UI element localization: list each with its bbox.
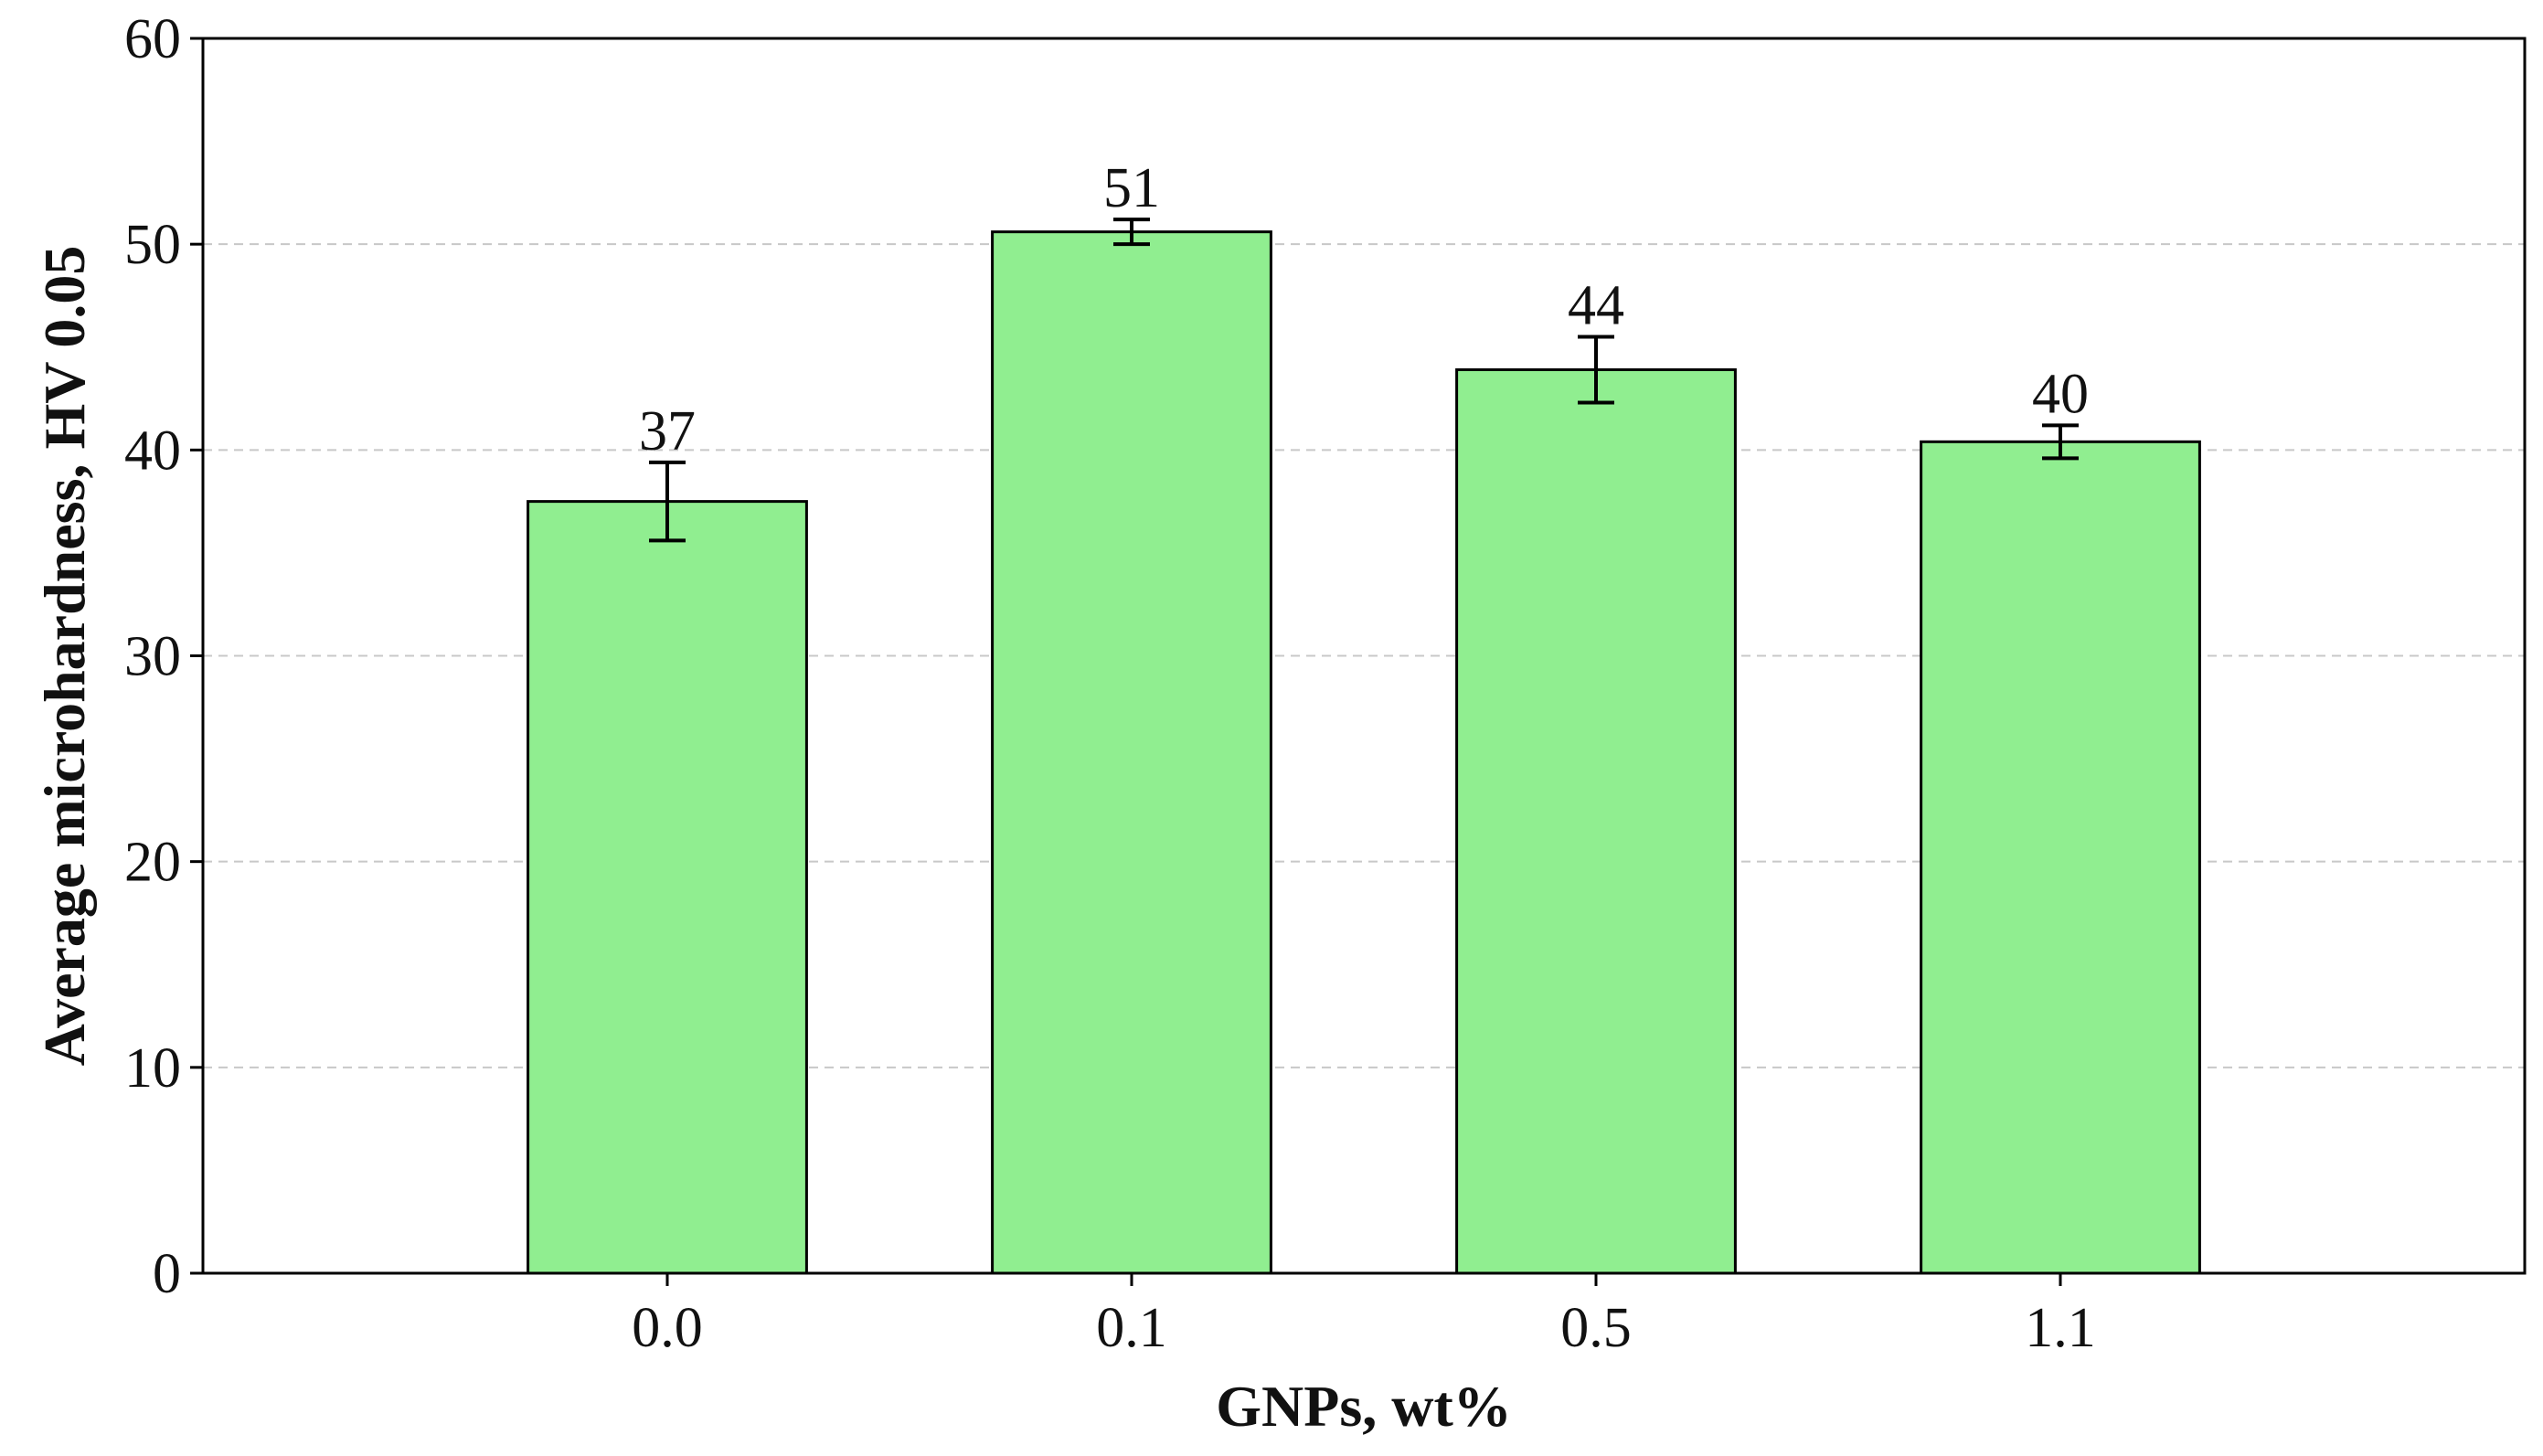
bar	[991, 230, 1272, 1275]
y-tick-label: 50	[124, 214, 181, 276]
error-bars	[649, 218, 2079, 543]
y-tick-label: 0	[153, 1243, 181, 1305]
y-tick-label: 10	[124, 1037, 181, 1100]
x-tick-label: 0.1	[1096, 1297, 1167, 1359]
axis-ticks: 0 10 20 30 40 50 60 0.0 0.1 0.5 1.1	[124, 8, 2096, 1359]
data-label: 44	[1568, 274, 1624, 336]
bar	[1920, 440, 2201, 1275]
bar	[527, 500, 808, 1275]
x-tick-label: 0.0	[632, 1297, 703, 1359]
y-tick-label: 20	[124, 832, 181, 894]
data-label: 37	[639, 400, 696, 462]
bar	[1455, 368, 1737, 1275]
data-label: 51	[1103, 157, 1160, 219]
y-tick-label: 30	[124, 626, 181, 688]
x-tick-label: 1.1	[2025, 1297, 2096, 1359]
bars	[527, 230, 2201, 1275]
data-label: 40	[2032, 363, 2089, 425]
y-tick-label: 40	[124, 420, 181, 482]
x-tick-label: 0.5	[1560, 1297, 1632, 1359]
data-labels: 37 51 44 40	[639, 157, 2089, 462]
x-axis-title: GNPs, wt%	[1216, 1374, 1512, 1439]
y-axis-title: Average microhardness, HV 0.05	[32, 246, 97, 1067]
y-tick-label: 60	[124, 8, 181, 70]
